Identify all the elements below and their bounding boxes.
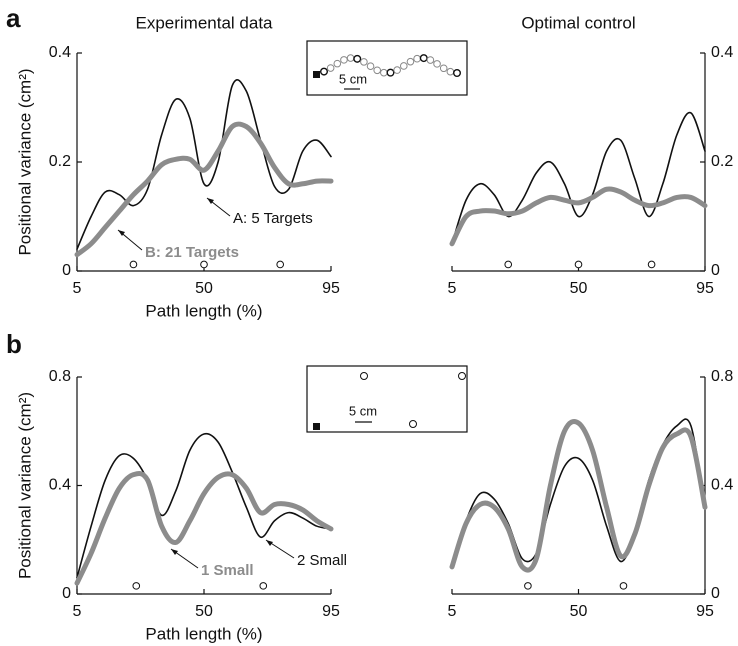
target — [360, 372, 368, 380]
series-line — [76, 432, 332, 579]
target-marker — [524, 582, 532, 590]
target-marker — [276, 260, 285, 269]
x-tick-label: 95 — [696, 603, 714, 620]
target — [433, 60, 441, 68]
x-tick-label: 5 — [73, 280, 82, 297]
inset: 5 cm — [306, 40, 468, 96]
chart-title: Experimental data — [135, 13, 273, 32]
y-axis-label: Positional variance (cm²) — [15, 392, 34, 579]
x-tick-label: 50 — [570, 603, 588, 620]
series-annotation: 2 Small — [297, 552, 347, 569]
y-tick-label: 0 — [62, 585, 71, 602]
x-tick-label: 5 — [448, 603, 457, 620]
x-tick-label: 50 — [195, 603, 213, 620]
arrow-head — [266, 540, 273, 546]
target — [380, 68, 388, 77]
y-tick-label: 0 — [711, 262, 720, 279]
panel-label: a — [6, 3, 21, 33]
panel-label: b — [6, 329, 22, 359]
target — [406, 57, 415, 66]
scale-label: 5 cm — [339, 71, 367, 86]
target — [419, 54, 428, 63]
series-line — [449, 419, 708, 573]
x-axis-label: Path length (%) — [145, 301, 262, 320]
y-tick-label: 0.2 — [49, 153, 71, 170]
y-tick-label: 0.8 — [711, 368, 733, 385]
target — [320, 67, 329, 76]
target — [353, 54, 362, 63]
target — [366, 62, 375, 71]
series-line — [74, 121, 334, 258]
y-tick-label: 0.2 — [711, 153, 733, 170]
target — [373, 66, 382, 75]
x-tick-label: 50 — [195, 280, 213, 297]
series-line — [449, 186, 708, 247]
x-tick-label: 50 — [570, 280, 588, 297]
arrow-head — [171, 549, 178, 555]
y-tick-label: 0.4 — [711, 477, 733, 494]
target — [446, 67, 455, 76]
arrow-head — [207, 198, 214, 204]
target — [333, 59, 342, 68]
y-tick-label: 0.4 — [711, 44, 733, 61]
inset: 5 cm — [306, 365, 468, 433]
target — [386, 68, 395, 77]
series-line — [76, 79, 332, 250]
target — [458, 372, 466, 380]
y-tick-label: 0.4 — [49, 477, 71, 494]
x-tick-label: 95 — [696, 280, 714, 297]
chart-title: Optimal control — [521, 13, 635, 32]
target-marker — [619, 582, 628, 590]
y-tick-label: 0.8 — [49, 368, 71, 385]
target — [426, 56, 435, 64]
y-tick-label: 0 — [711, 585, 720, 602]
target — [409, 420, 417, 428]
start-square — [313, 71, 320, 78]
target-marker — [259, 582, 268, 590]
series-line — [451, 111, 706, 245]
target — [326, 64, 335, 72]
target-path — [320, 54, 462, 77]
series-annotation: 1 Small — [201, 562, 254, 579]
x-tick-label: 95 — [322, 280, 340, 297]
x-axis-label: Path length (%) — [145, 624, 262, 643]
series-line — [74, 471, 334, 586]
target-marker — [574, 260, 583, 269]
series-annotation: A: 5 Targets — [233, 210, 313, 227]
target — [413, 54, 421, 63]
x-tick-label: 5 — [448, 280, 457, 297]
x-tick-label: 95 — [322, 603, 340, 620]
target-marker — [129, 260, 138, 269]
series-annotation: B: 21 Targets — [145, 244, 239, 261]
y-tick-label: 0 — [62, 262, 71, 279]
target-marker — [647, 260, 656, 269]
target — [439, 64, 448, 73]
target-marker — [504, 260, 513, 269]
arrow-head — [118, 230, 125, 236]
target — [400, 62, 408, 70]
inset-frame — [306, 365, 468, 433]
target-marker — [200, 260, 208, 269]
target — [346, 54, 355, 62]
x-tick-label: 5 — [73, 603, 82, 620]
target — [453, 68, 462, 77]
target-marker — [132, 582, 141, 590]
target — [393, 66, 401, 74]
y-tick-label: 0.4 — [49, 44, 71, 61]
target — [340, 56, 348, 64]
y-axis-label: Positional variance (cm²) — [15, 68, 34, 255]
target — [360, 58, 368, 66]
start-square — [313, 423, 320, 430]
scale-label: 5 cm — [349, 403, 377, 418]
